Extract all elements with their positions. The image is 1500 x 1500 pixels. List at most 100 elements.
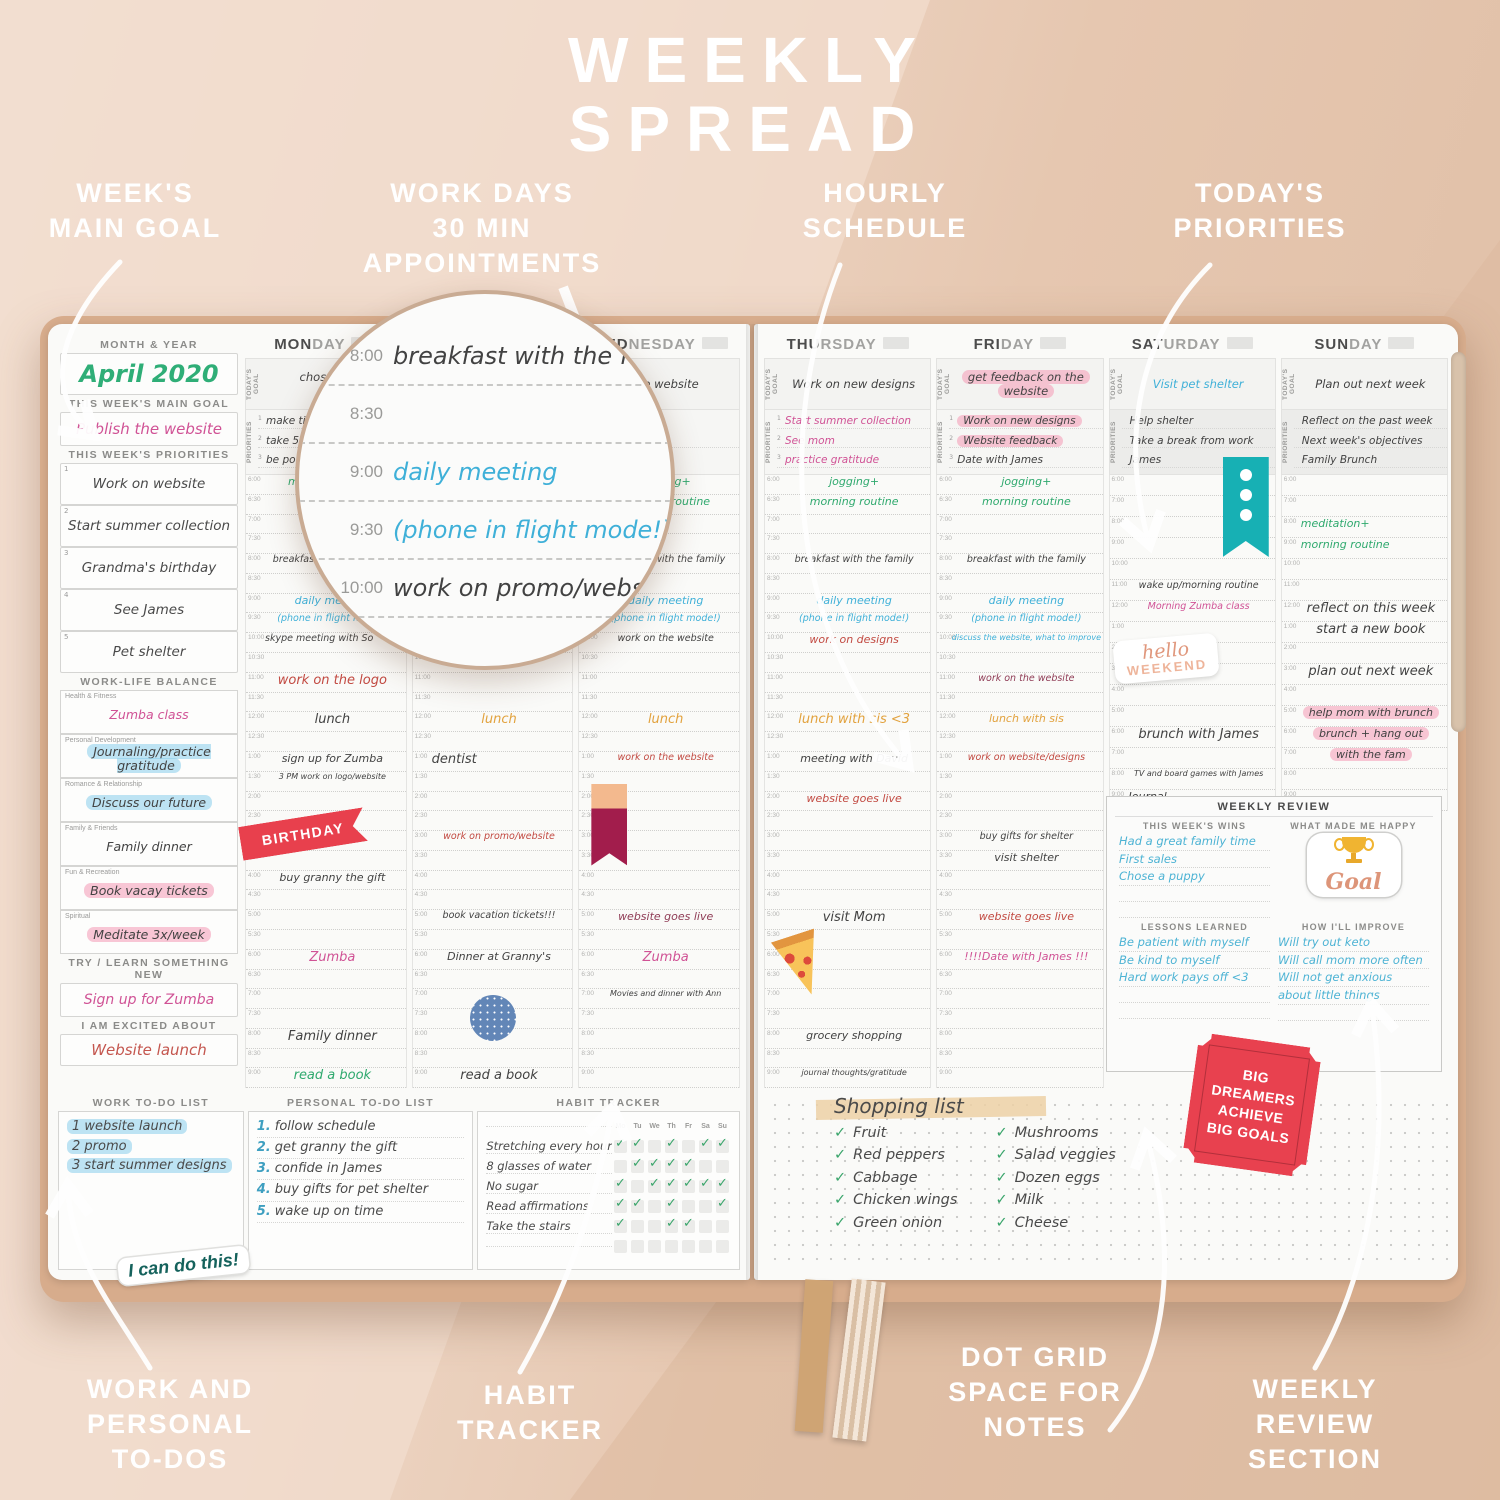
day-name-rest: RSDAY (820, 336, 877, 353)
shopping-item: ✓ Chicken wings (834, 1189, 957, 1211)
priority-number: 1 (949, 415, 954, 423)
habit-cell (682, 1199, 695, 1213)
check-icon: ✓ (834, 1214, 847, 1231)
time-label: 1:00 (939, 752, 952, 760)
habit-cell (631, 1239, 644, 1253)
callout-todos: WORK AND PERSONAL TO-DOS (86, 1374, 254, 1475)
day-priority-item: Family Brunch (1293, 454, 1447, 468)
schedule-row: 9:30 (phone in flight mode!) (937, 613, 1103, 634)
schedule-row: 2:30 (412, 811, 573, 832)
item-text: Salad veggies (1014, 1147, 1116, 1164)
time-label: 12:30 (581, 733, 598, 741)
day-priorities-list: 1 Start summer collection 2 See mom 3 practic… (777, 410, 931, 474)
time-label: 5:30 (767, 930, 780, 938)
page-title: WEEKLY SPREAD (568, 24, 932, 166)
magnifier-entry: work on promo/website (393, 574, 675, 602)
schedule-entry: work on the website (978, 672, 1075, 684)
priority-text: See mom (785, 434, 835, 447)
sidebar-priority-item: 5 Pet shelter (60, 631, 238, 673)
time-label: 8:30 (581, 1049, 594, 1057)
time-label: 12:30 (939, 733, 956, 741)
time-label: 3:30 (939, 851, 952, 859)
schedule-row: 4:00 (1109, 685, 1275, 706)
schedule-row: 2:00 (246, 792, 406, 812)
schedule-row: 11:30 (765, 693, 931, 713)
schedule-row: 3:00 (765, 831, 931, 851)
day-priorities-list: Reflect on the past week Next week's obje… (1293, 410, 1447, 474)
schedule-row: 6:00 jogging+ (765, 475, 931, 495)
schedule-entry: plan out next week (1308, 664, 1434, 679)
time-label: 7:00 (1111, 497, 1125, 504)
habit-cell: ✓ (716, 1196, 729, 1213)
magnifier-time: 8:30 (349, 404, 383, 423)
priority-text: Date with James (957, 454, 1043, 467)
time-label: 5:00 (248, 911, 261, 919)
time-label: 9:30 (767, 614, 780, 622)
check-icon: ✓ (834, 1147, 847, 1164)
habit-cell: ✓ (648, 1176, 661, 1193)
work-todo-box: 1 website launch 2 promo 3 start summer de… (58, 1111, 250, 1286)
bookmark-dot (1239, 469, 1252, 481)
schedule-row: 1:30 (579, 772, 740, 792)
time-label: 12:00 (767, 713, 784, 721)
schedule-row: 7:30 (246, 1009, 406, 1029)
wins-label: THIS WEEK'S WINS (1142, 821, 1247, 831)
balance-value: Family dinner (106, 839, 192, 855)
schedule-row: 9:00 journal thoughts/gratitude (765, 1068, 931, 1089)
schedule-row: 9:00 morning routine (1281, 538, 1447, 559)
today-goal-text: Visit pet shelter (1122, 359, 1275, 409)
time-label: 10:30 (248, 654, 265, 662)
day-priority-item: Take a break from work (1121, 435, 1275, 449)
check-icon: ✓ (834, 1125, 847, 1141)
shopping-item: ✓ Dozen eggs (995, 1167, 1115, 1189)
schedule-row: 1:00 meeting with David (765, 751, 931, 772)
item-text: Fruit (853, 1125, 887, 1141)
time-label: 9:00 (1283, 791, 1297, 798)
time-label: 1:00 (581, 752, 594, 760)
time-label: 5:00 (414, 911, 428, 919)
day-column-thu: THURSDAY TODAY'S GOAL Work on new designs P… (764, 336, 932, 1089)
item-text: Mushrooms (1014, 1125, 1099, 1141)
magnifier-time: 10:00 (340, 578, 383, 597)
schedule-row: 1:30 (412, 772, 573, 792)
highlight: Work on new designs (957, 415, 1082, 428)
habit-cell: ✓ (699, 1136, 712, 1153)
time-label: 8:30 (248, 1049, 261, 1057)
today-goal-vertical-label: TODAY'S GOAL (1109, 368, 1124, 400)
schedule-entry: Zumba (642, 949, 689, 965)
schedule-row: 1:30 (937, 772, 1103, 792)
schedule-row: 6:30 (246, 970, 406, 990)
time-label: 8:00 (248, 1029, 261, 1037)
schedule-entry: buy gifts for shelter (979, 831, 1074, 843)
shopping-item: ✓ Fruit (834, 1122, 957, 1144)
review-line: Be kind to myself (1119, 952, 1270, 970)
day-priority-item: 3 practice gratitude (777, 454, 931, 468)
schedule-entry: (phone in flight mode!) (971, 613, 1082, 625)
page-gutter (746, 324, 758, 1280)
schedule-row: 2:00 (412, 792, 573, 812)
today-goal-row: TODAY'S GOAL get feedback on the website (936, 358, 1104, 410)
schedule-entry: Zumba (309, 949, 356, 965)
item-text: Green onion (853, 1214, 943, 1231)
schedule-row: 11:00 (579, 673, 740, 693)
bookmark-dot (1239, 489, 1252, 501)
habit-cell (699, 1199, 712, 1213)
day-priority-item: Help shelter (1121, 416, 1275, 429)
habit-cell (716, 1159, 729, 1173)
balance-category: Health & Fitness (65, 693, 117, 700)
time-label: 1:30 (767, 772, 780, 780)
time-label: 7:00 (1283, 497, 1297, 504)
balance-category: Personal Development (65, 737, 136, 744)
time-label: 12:00 (1111, 602, 1128, 609)
schedule-entry: meeting with David (800, 751, 908, 765)
time-label: 7:00 (1283, 749, 1297, 756)
dotted-circle-sticker (469, 995, 516, 1042)
habit-cell: ✓ (682, 1156, 695, 1173)
priority-text: See James (113, 602, 185, 618)
schedule-row: 6:00 Zumba (246, 950, 406, 970)
time-label: 8:00 (939, 1029, 952, 1037)
balance-value: Book vacay tickets (84, 883, 214, 899)
check-icon: ✓ (615, 1175, 626, 1191)
